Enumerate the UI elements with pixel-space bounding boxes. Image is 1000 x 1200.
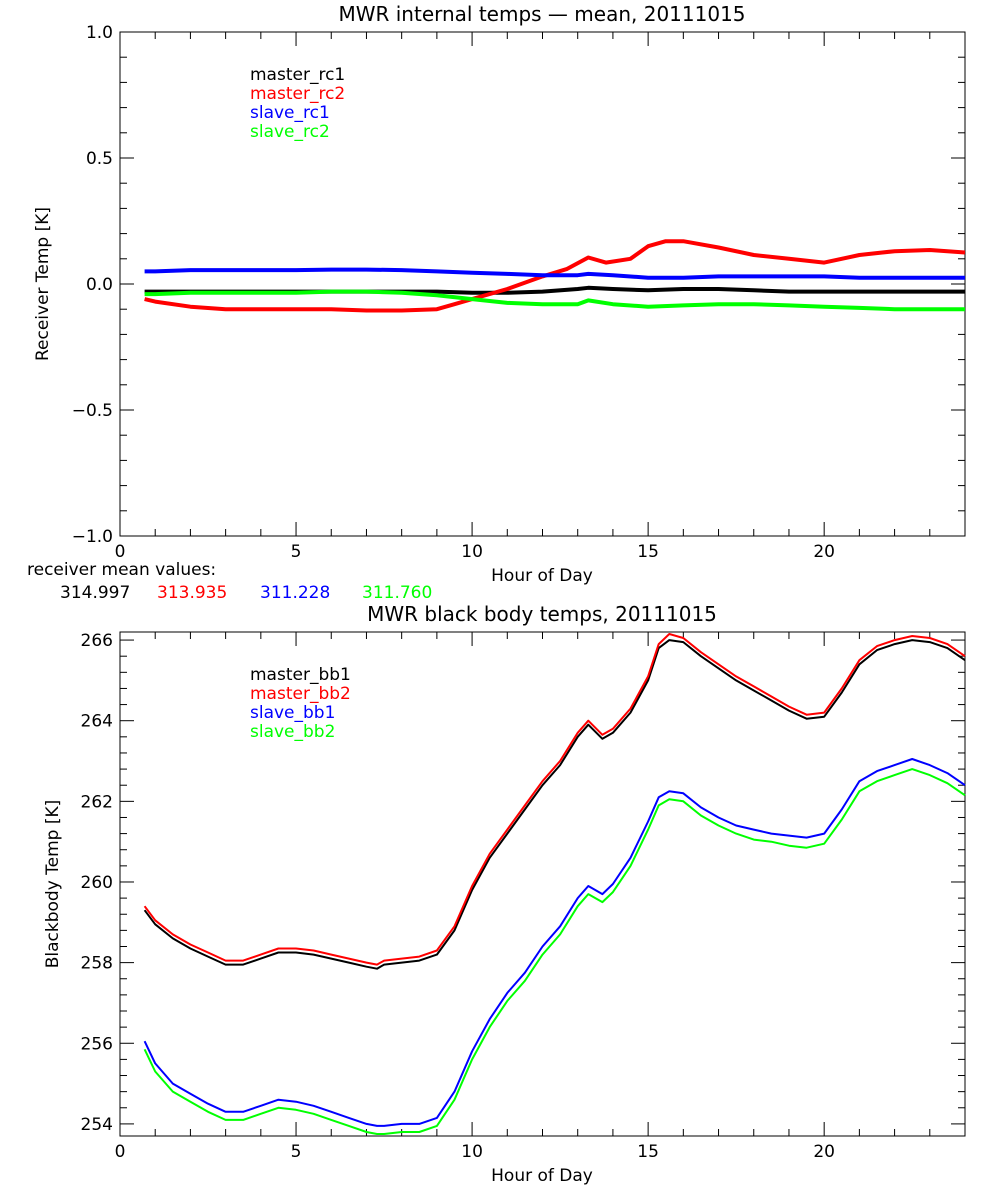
x-tick-label: 0 xyxy=(115,542,126,562)
legend-entry-slave_bb2: slave_bb2 xyxy=(250,722,335,742)
y-tick-label: 254 xyxy=(81,1115,113,1135)
x-axis-label: Hour of Day xyxy=(491,1166,593,1186)
y-tick-label: −1.0 xyxy=(72,527,113,547)
legend-entry-master_rc2: master_rc2 xyxy=(250,84,345,104)
legend-entry-slave_rc2: slave_rc2 xyxy=(250,122,330,142)
receiver-mean-annotation: receiver mean values: 314.997 313.935 31… xyxy=(27,560,432,603)
legend-entry-master_bb2: master_bb2 xyxy=(250,684,351,704)
x-tick-label: 5 xyxy=(291,1142,302,1162)
receiver-mean-value: 311.228 xyxy=(260,583,330,603)
series-line-slave_bb1 xyxy=(143,758,966,1127)
series-lines xyxy=(143,633,966,1135)
y-axis-label: Blackbody Temp [K] xyxy=(43,800,63,969)
y-tick-label: 1.0 xyxy=(86,23,113,43)
x-tick-label: 5 xyxy=(291,542,302,562)
series-line-master_bb1 xyxy=(143,639,966,970)
receiver-mean-label: receiver mean values: xyxy=(27,560,216,580)
series-line-master_bb2 xyxy=(143,633,966,966)
x-axis-label: Hour of Day xyxy=(491,566,593,586)
y-tick-label: −0.5 xyxy=(72,401,113,421)
y-tick-label: 258 xyxy=(81,954,113,974)
receiver-temp-chart: MWR internal temps — mean, 20111015 0 5 10… xyxy=(33,2,966,586)
y-tick-label: 262 xyxy=(81,792,113,812)
x-tick-label: 15 xyxy=(637,542,659,562)
y-axis-label: Receiver Temp [K] xyxy=(33,207,53,361)
series-line-slave_rc2 xyxy=(144,289,965,312)
y-tick-label: 266 xyxy=(81,631,113,651)
plot-frame xyxy=(119,31,966,537)
receiver-mean-value: 311.760 xyxy=(362,583,432,603)
x-tick-label: 10 xyxy=(461,542,483,562)
x-tick-label: 15 xyxy=(637,1142,659,1162)
blackbody-temp-chart: MWR black body temps, 20111015 0 5 10 15 20 … xyxy=(43,602,966,1186)
y-tick-label: 256 xyxy=(81,1034,113,1054)
x-tick-label: 0 xyxy=(115,1142,126,1162)
chart-title: MWR internal temps — mean, 20111015 xyxy=(338,2,745,26)
y-tick-label: 264 xyxy=(81,712,113,732)
plot-frame xyxy=(119,631,966,1137)
x-tick-label: 20 xyxy=(813,1142,835,1162)
chart-title: MWR black body temps, 20111015 xyxy=(367,602,717,626)
x-tick-label: 10 xyxy=(461,1142,483,1162)
legend-entry-slave_bb1: slave_bb1 xyxy=(250,703,335,723)
x-axis-ticks: 0 5 10 15 20 xyxy=(115,32,966,562)
series-line-master_rc2 xyxy=(144,239,966,313)
receiver-mean-value: 314.997 xyxy=(60,583,130,603)
receiver-mean-value: 313.935 xyxy=(157,583,227,603)
y-tick-label: 0.0 xyxy=(86,275,113,295)
y-tick-label: 0.5 xyxy=(86,149,113,169)
x-axis-ticks: 0 5 10 15 20 xyxy=(115,632,966,1162)
y-tick-label: 260 xyxy=(81,873,113,893)
legend-entry-master_rc1: master_rc1 xyxy=(250,65,345,85)
x-tick-label: 20 xyxy=(813,542,835,562)
y-axis-ticks: 254 256 258 260 262 264 266 xyxy=(81,631,965,1135)
series-lines xyxy=(144,239,966,313)
legend-entry-slave_rc1: slave_rc1 xyxy=(250,103,330,123)
legend-entry-master_bb1: master_bb1 xyxy=(250,665,351,685)
series-line-slave_rc1 xyxy=(144,267,965,280)
y-axis-ticks: −1.0 −0.5 0.0 0.5 1.0 xyxy=(72,23,965,547)
series-line-slave_bb2 xyxy=(143,768,966,1135)
